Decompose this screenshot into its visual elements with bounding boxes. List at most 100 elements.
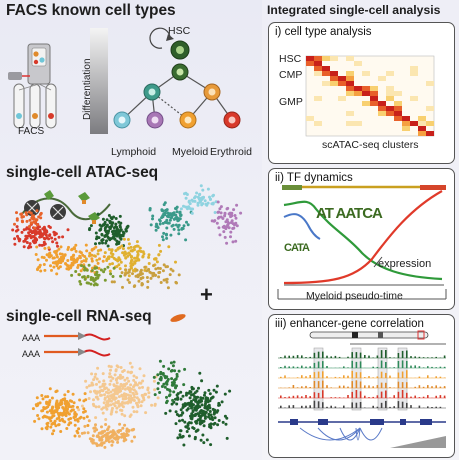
rna-cell-point [197, 386, 200, 390]
track-bar [368, 376, 370, 378]
atac-cell-point [43, 231, 47, 234]
heatmap-cell [402, 121, 410, 126]
rna-cell-point [61, 398, 65, 402]
atac-cell-point [135, 256, 139, 260]
atac-cell-point [169, 267, 173, 271]
atac-cell-point [224, 220, 228, 224]
track-bar [309, 366, 311, 368]
rna-cell-point [105, 436, 108, 440]
rna-cell-point [200, 421, 204, 425]
rna-cell-point [217, 419, 221, 422]
atac-cell-point [206, 187, 210, 191]
atac-cell-point [126, 238, 130, 241]
rna-cell-point [208, 392, 212, 396]
atac-cell-point [153, 273, 157, 277]
heatmap-cell [378, 106, 386, 111]
enhancer-gene-loop [339, 427, 361, 441]
track-bar [372, 405, 374, 408]
rna-cell-point [194, 407, 198, 411]
track-bar [406, 402, 408, 408]
track-bar [406, 350, 408, 358]
atac-cell-point [169, 233, 173, 237]
rna-cell-point [109, 412, 113, 416]
heatmap-cell [314, 121, 322, 126]
rna-cell-point [40, 427, 44, 431]
rna-cell-point [95, 377, 99, 381]
atac-cell-point [112, 280, 116, 284]
atac-cell-point [124, 229, 128, 233]
track-bar [376, 376, 379, 378]
rna-cell-point [113, 397, 117, 401]
atac-cell-point [146, 268, 150, 272]
rna-cell-point [73, 412, 77, 416]
rna-cell-point [67, 417, 71, 421]
differentiation-arrow [90, 28, 108, 134]
atac-cell-point [114, 217, 118, 220]
atac-cell-point [184, 238, 188, 242]
rna-cell-point [34, 403, 38, 407]
atac-cell-point [54, 251, 58, 255]
atac-cell-point [36, 227, 40, 231]
rna-cell-point [46, 424, 50, 428]
atac-cell-point [51, 240, 55, 244]
rna-cell-point [139, 404, 143, 408]
rna-cell-point [207, 415, 210, 419]
heatmap-cell [346, 111, 354, 116]
rna-cell-point [187, 427, 191, 431]
atac-cell-point [32, 235, 36, 238]
atac-cell-point [15, 211, 18, 215]
track-bar [351, 360, 353, 368]
track-bar [397, 353, 400, 358]
atac-cell-point [72, 246, 76, 250]
track-bar [309, 375, 311, 378]
rna-cell-point [41, 397, 45, 401]
atac-cell-point [233, 223, 236, 227]
atac-cell-point [42, 236, 46, 240]
atac-cell-point [108, 262, 112, 266]
atac-cell-point [110, 230, 114, 234]
atac-cell-point [162, 231, 166, 235]
atac-cell-point [223, 235, 227, 239]
atac-cell-point [15, 225, 19, 229]
track-bar [359, 372, 362, 378]
atac-cell-point [177, 228, 181, 232]
track-bar [309, 356, 311, 358]
rna-cell-point [79, 415, 83, 419]
track-bar [422, 357, 425, 358]
track-bar [427, 366, 429, 368]
track-bar [326, 406, 328, 408]
atac-cell-point [191, 199, 195, 203]
rna-cell-point [133, 395, 136, 399]
atac-cell-point [147, 262, 151, 265]
rna-cell-point [110, 443, 114, 447]
rna-cell-point [107, 388, 110, 392]
track-bar [380, 360, 383, 368]
track-bar [359, 361, 362, 368]
atac-cell-point [29, 245, 33, 249]
atac-cell-point [134, 259, 138, 263]
atac-cell-point [80, 260, 84, 264]
rna-cell-point [85, 385, 89, 389]
track-bar [439, 386, 442, 388]
atac-cell-point [165, 277, 169, 281]
atac-cell-point [82, 265, 86, 269]
atac-cell-point [123, 251, 127, 255]
atac-cell-point [29, 211, 33, 215]
track-bar [368, 397, 370, 398]
rna-cell-point [111, 430, 115, 434]
track-bar [389, 375, 391, 378]
rna-cell-point [123, 423, 127, 427]
atac-cell-point [89, 282, 93, 286]
rna-cell-point [179, 413, 183, 417]
rna-cell-point [162, 364, 166, 368]
atac-cell-point [105, 223, 109, 227]
track-bar [376, 406, 379, 408]
atac-cell-point [159, 281, 163, 284]
atac-cell-point [154, 228, 158, 232]
atac-cell-point [124, 268, 127, 272]
peak-highlight [351, 347, 362, 411]
atac-cell-point [74, 249, 78, 253]
atac-cell-point [201, 188, 205, 192]
heatmap-cell [322, 81, 330, 86]
atac-cell-point [89, 224, 93, 228]
